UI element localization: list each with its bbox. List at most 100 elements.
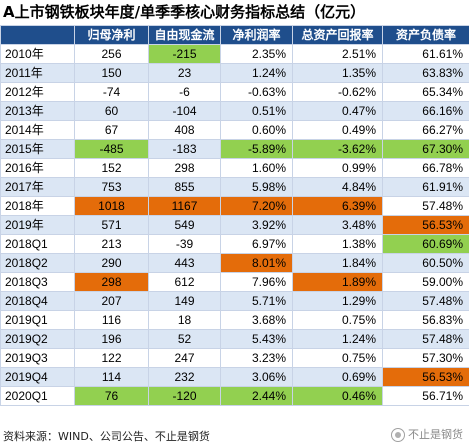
cell-debt-ratio: 65.34% — [382, 82, 469, 102]
cell-period: 2013年 — [0, 101, 75, 121]
table-row: 2019Q3 122 247 3.23% 0.75% 57.30% — [0, 348, 469, 368]
cell-net-margin: 2.44% — [220, 386, 293, 406]
cell-roa: 6.39% — [292, 196, 383, 216]
cell-debt-ratio: 56.83% — [382, 310, 469, 330]
cell-net-margin: 3.06% — [220, 367, 293, 387]
cell-period: 2020Q1 — [0, 386, 75, 406]
header-net-profit: 归母净利 — [74, 25, 149, 45]
cell-debt-ratio: 67.30% — [382, 139, 469, 159]
cell-net-profit: 207 — [74, 291, 149, 311]
cell-free-cash-flow: 149 — [148, 291, 221, 311]
cell-roa: 1.29% — [292, 291, 383, 311]
cell-roa: 0.49% — [292, 120, 383, 140]
table-row: 2016年 152 298 1.60% 0.99% 66.78% — [0, 158, 469, 178]
cell-net-margin: 0.51% — [220, 101, 293, 121]
table-row: 2018Q3 298 612 7.96% 1.89% 59.00% — [0, 272, 469, 292]
table-row: 2019Q2 196 52 5.43% 1.24% 57.48% — [0, 329, 469, 349]
cell-free-cash-flow: 52 — [148, 329, 221, 349]
table-row: 2017年 753 855 5.98% 4.84% 61.91% — [0, 177, 469, 197]
cell-free-cash-flow: 298 — [148, 158, 221, 178]
cell-roa: 0.99% — [292, 158, 383, 178]
cell-roa: -0.62% — [292, 82, 383, 102]
cell-free-cash-flow: 18 — [148, 310, 221, 330]
cell-debt-ratio: 57.48% — [382, 291, 469, 311]
cell-free-cash-flow: 23 — [148, 63, 221, 83]
cell-debt-ratio: 66.27% — [382, 120, 469, 140]
source-note: 资料来源：WIND、公司公告、不止是钢货 — [3, 430, 210, 443]
table-row: 2012年 -74 -6 -0.63% -0.62% 65.34% — [0, 82, 469, 102]
cell-debt-ratio: 56.53% — [382, 367, 469, 387]
cell-period: 2018Q1 — [0, 234, 75, 254]
header-row: 归母净利 自由现金流 净利润率 总资产回报率 资产负债率 — [0, 25, 469, 45]
cell-period: 2019Q4 — [0, 367, 75, 387]
cell-net-profit: 571 — [74, 215, 149, 235]
cell-roa: -3.62% — [292, 139, 383, 159]
cell-net-profit: 76 — [74, 386, 149, 406]
cell-debt-ratio: 63.83% — [382, 63, 469, 83]
cell-net-profit: 298 — [74, 272, 149, 292]
cell-net-profit: 114 — [74, 367, 149, 387]
cell-net-profit: 753 — [74, 177, 149, 197]
cell-net-margin: 6.97% — [220, 234, 293, 254]
cell-period: 2018Q2 — [0, 253, 75, 273]
cell-net-margin: 3.23% — [220, 348, 293, 368]
table-row: 2018Q4 207 149 5.71% 1.29% 57.48% — [0, 291, 469, 311]
cell-roa: 0.75% — [292, 310, 383, 330]
cell-debt-ratio: 59.00% — [382, 272, 469, 292]
cell-net-profit: 67 — [74, 120, 149, 140]
table-row: 2011年 150 23 1.24% 1.35% 63.83% — [0, 63, 469, 83]
table-row: 2019Q1 116 18 3.68% 0.75% 56.83% — [0, 310, 469, 330]
header-period — [0, 25, 75, 45]
table-row: 2018Q2 290 443 8.01% 1.84% 60.50% — [0, 253, 469, 273]
cell-roa: 0.47% — [292, 101, 383, 121]
cell-net-margin: 7.20% — [220, 196, 293, 216]
table-row: 2019Q4 114 232 3.06% 0.69% 56.53% — [0, 367, 469, 387]
cell-debt-ratio: 56.53% — [382, 215, 469, 235]
header-roa: 总资产回报率 — [292, 25, 383, 45]
cell-net-profit: 60 — [74, 101, 149, 121]
cell-net-margin: 8.01% — [220, 253, 293, 273]
table-row: 2014年 67 408 0.60% 0.49% 66.27% — [0, 120, 469, 140]
cell-net-profit: 150 — [74, 63, 149, 83]
header-free-cash-flow: 自由现金流 — [148, 25, 221, 45]
cell-debt-ratio: 61.61% — [382, 44, 469, 64]
table-row: 2013年 60 -104 0.51% 0.47% 66.16% — [0, 101, 469, 121]
cell-roa: 1.84% — [292, 253, 383, 273]
cell-net-margin: 1.60% — [220, 158, 293, 178]
cell-free-cash-flow: -6 — [148, 82, 221, 102]
cell-period: 2018年 — [0, 196, 75, 216]
cell-period: 2017年 — [0, 177, 75, 197]
cell-net-profit: 152 — [74, 158, 149, 178]
cell-net-profit: 196 — [74, 329, 149, 349]
wechat-logo-icon — [391, 428, 405, 442]
cell-free-cash-flow: 612 — [148, 272, 221, 292]
cell-roa: 0.75% — [292, 348, 383, 368]
watermark: 不止是钢货 — [391, 425, 463, 445]
cell-debt-ratio: 57.48% — [382, 329, 469, 349]
table-row: 2020Q1 76 -120 2.44% 0.46% 56.71% — [0, 386, 469, 406]
cell-free-cash-flow: 1167 — [148, 196, 221, 216]
watermark-text: 不止是钢货 — [408, 428, 463, 441]
cell-debt-ratio: 57.48% — [382, 196, 469, 216]
cell-period: 2018Q4 — [0, 291, 75, 311]
cell-net-margin: 5.71% — [220, 291, 293, 311]
cell-net-margin: 5.98% — [220, 177, 293, 197]
cell-net-profit: 1018 — [74, 196, 149, 216]
cell-net-profit: 213 — [74, 234, 149, 254]
cell-period: 2019Q2 — [0, 329, 75, 349]
cell-net-profit: 290 — [74, 253, 149, 273]
cell-net-margin: 3.68% — [220, 310, 293, 330]
cell-debt-ratio: 60.69% — [382, 234, 469, 254]
cell-period: 2011年 — [0, 63, 75, 83]
cell-debt-ratio: 60.50% — [382, 253, 469, 273]
cell-net-margin: 0.60% — [220, 120, 293, 140]
cell-debt-ratio: 66.78% — [382, 158, 469, 178]
cell-debt-ratio: 57.30% — [382, 348, 469, 368]
cell-period: 2016年 — [0, 158, 75, 178]
header-net-margin: 净利润率 — [220, 25, 293, 45]
cell-net-margin: -5.89% — [220, 139, 293, 159]
cell-roa: 1.89% — [292, 272, 383, 292]
cell-free-cash-flow: 232 — [148, 367, 221, 387]
cell-period: 2019Q3 — [0, 348, 75, 368]
cell-period: 2018Q3 — [0, 272, 75, 292]
